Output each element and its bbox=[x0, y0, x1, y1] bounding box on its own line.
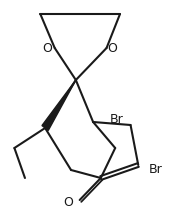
Text: O: O bbox=[42, 42, 52, 54]
Text: O: O bbox=[107, 42, 117, 54]
Text: Br: Br bbox=[109, 113, 123, 126]
Polygon shape bbox=[42, 80, 76, 130]
Text: Br: Br bbox=[149, 163, 162, 176]
Text: O: O bbox=[63, 196, 73, 209]
